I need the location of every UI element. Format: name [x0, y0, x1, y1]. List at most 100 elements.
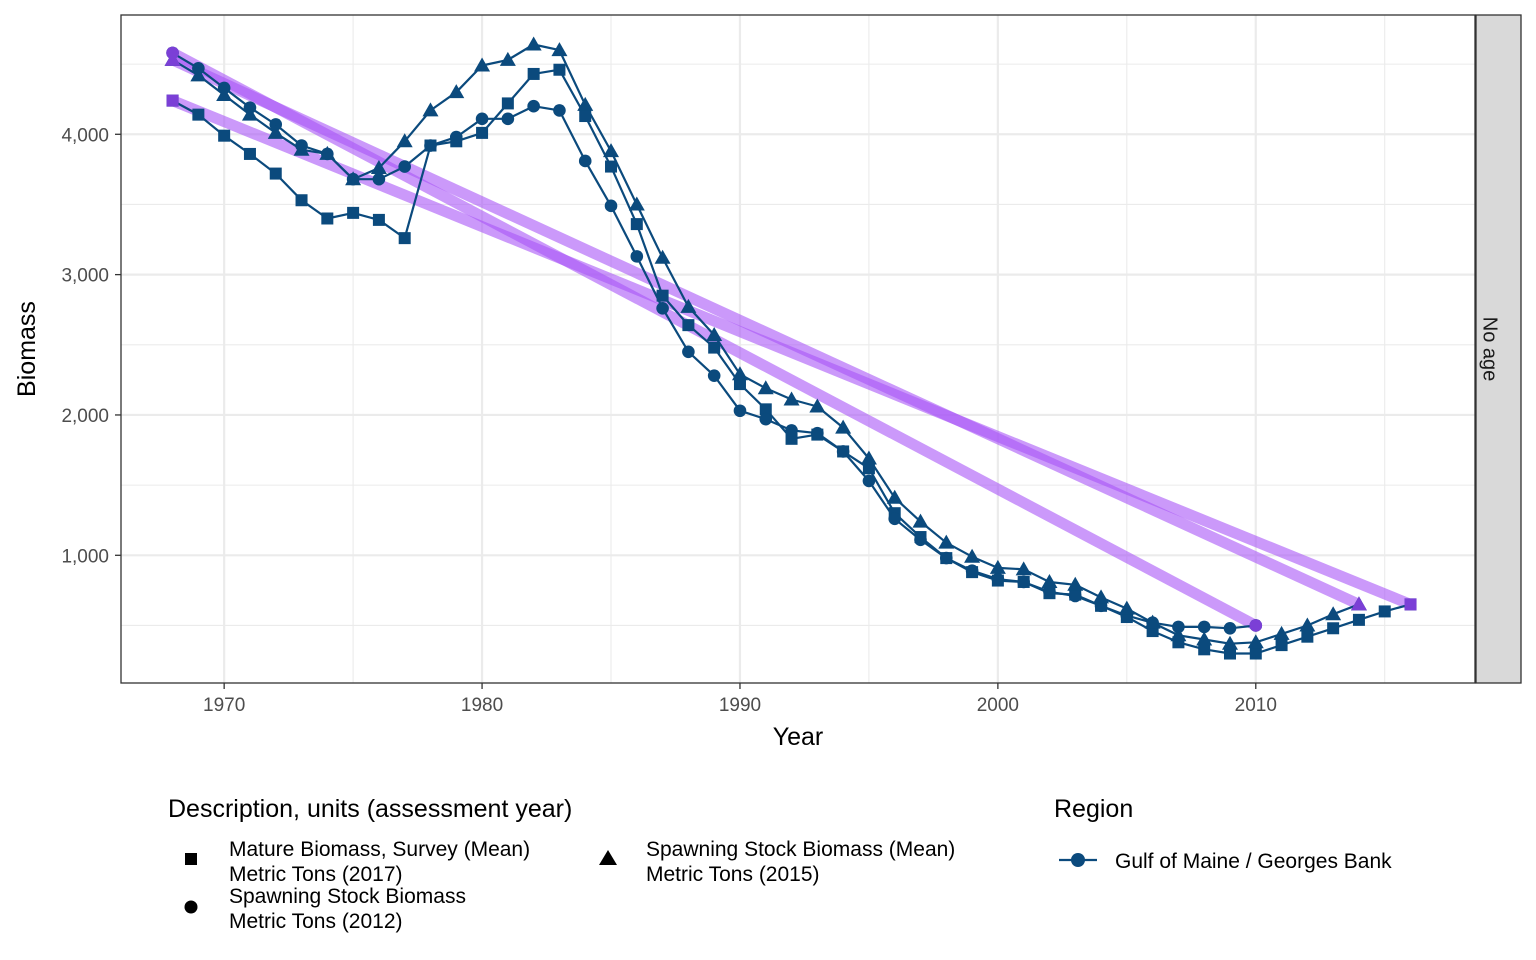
- data-point: [1041, 573, 1058, 588]
- facet-strip-label: No age: [1479, 317, 1501, 382]
- data-point: [293, 141, 310, 156]
- data-point: [1170, 627, 1187, 642]
- data-point: [860, 450, 877, 465]
- data-point: [1273, 625, 1290, 640]
- data-point: [1221, 635, 1238, 650]
- data-point: [216, 86, 233, 101]
- data-point: [577, 96, 594, 111]
- legend-description-title: Description, units (assessment year): [168, 795, 572, 823]
- data-point: [706, 326, 723, 341]
- data-point: [603, 143, 620, 158]
- data-point: [1017, 575, 1030, 589]
- data-point: [422, 102, 439, 117]
- y-axis-title: Biomass: [13, 301, 41, 397]
- data-point: [682, 319, 695, 332]
- data-point: [372, 213, 385, 226]
- data-point: [1197, 620, 1211, 634]
- data-point: [1198, 643, 1211, 656]
- data-point: [476, 126, 489, 139]
- legend-circle-icon: [184, 900, 198, 914]
- data-point: [1144, 614, 1161, 629]
- data-point: [733, 404, 747, 418]
- legend-item-label-line2: Metric Tons (2015): [646, 863, 820, 886]
- legend-item-ssb-2012: Spawning Stock Biomass Metric Tons (2012…: [184, 885, 466, 933]
- data-point: [370, 159, 387, 174]
- data-point: [192, 108, 205, 121]
- data-point: [759, 412, 773, 426]
- data-point: [1249, 647, 1262, 660]
- data-point: [964, 548, 981, 563]
- data-point: [448, 84, 465, 99]
- data-point: [1301, 630, 1314, 643]
- data-point: [1223, 647, 1236, 660]
- y-tick-label: 4,000: [61, 125, 109, 146]
- data-point: [1043, 585, 1056, 599]
- data-point: [553, 104, 566, 117]
- data-point: [914, 533, 927, 547]
- data-point: [1196, 631, 1213, 646]
- data-point: [424, 139, 437, 152]
- trend-endpoint: [164, 51, 181, 66]
- data-point: [319, 145, 336, 160]
- data-point: [862, 462, 875, 475]
- data-point: [1093, 589, 1110, 604]
- data-point: [656, 302, 669, 315]
- data-point: [965, 564, 979, 578]
- data-point: [295, 194, 308, 207]
- data-point: [862, 474, 876, 488]
- data-point: [836, 445, 850, 458]
- data-point: [396, 133, 413, 148]
- data-point: [1327, 622, 1340, 635]
- data-point: [1068, 589, 1082, 603]
- facet-strip: [1475, 14, 1522, 684]
- data-point: [372, 172, 386, 186]
- legend-region-title: Region: [1054, 795, 1133, 823]
- data-point: [269, 167, 282, 180]
- data-point: [708, 341, 721, 354]
- data-point: [630, 250, 644, 263]
- data-point: [604, 199, 618, 213]
- data-point: [527, 67, 540, 80]
- data-point: [1352, 613, 1365, 626]
- data-point: [733, 378, 746, 391]
- data-point: [190, 67, 207, 82]
- data-point: [345, 171, 362, 186]
- legend-description: Description, units (assessment year) Mat…: [168, 795, 955, 933]
- x-axis-title: Year: [773, 723, 824, 751]
- data-point: [501, 112, 515, 126]
- data-point: [501, 97, 514, 110]
- data-point: [553, 63, 566, 76]
- legend-item-mature-biomass: Mature Biomass, Survey (Mean) Metric Ton…: [185, 838, 530, 886]
- x-tick-label: 1990: [719, 695, 761, 716]
- legend-square-icon: [185, 853, 197, 865]
- data-point: [218, 129, 231, 142]
- x-tick-label: 2000: [977, 695, 1019, 716]
- data-point: [628, 196, 645, 211]
- data-point: [682, 345, 695, 359]
- data-point: [1275, 639, 1288, 652]
- data-point: [449, 130, 463, 144]
- legend-item-label-line1: Spawning Stock Biomass: [229, 885, 466, 908]
- data-point: [527, 99, 540, 113]
- trend-line: [170, 54, 1362, 610]
- plot-panel-border: [120, 14, 1476, 684]
- legend-item-label-line1: Spawning Stock Biomass (Mean): [646, 838, 955, 861]
- x-tick-label: 1980: [461, 695, 503, 716]
- data-point: [267, 124, 284, 139]
- data-point: [578, 154, 592, 168]
- trend-endpoints: [164, 46, 1417, 632]
- data-point: [759, 403, 772, 416]
- data-point: [398, 232, 411, 245]
- data-point: [811, 426, 824, 440]
- trend-endpoint: [166, 94, 179, 107]
- legend-item-ssb-2015: Spawning Stock Biomass (Mean) Metric Ton…: [599, 838, 955, 886]
- data-point: [1247, 634, 1264, 649]
- data-point: [888, 512, 902, 526]
- legend-triangle-icon: [599, 850, 617, 865]
- data-point: [630, 218, 643, 231]
- trend-endpoint: [1249, 619, 1263, 632]
- legend-item-label-line1: Mature Biomass, Survey (Mean): [229, 838, 530, 861]
- data-point: [499, 51, 516, 66]
- legend-region-label: Gulf of Maine / Georges Bank: [1115, 850, 1392, 873]
